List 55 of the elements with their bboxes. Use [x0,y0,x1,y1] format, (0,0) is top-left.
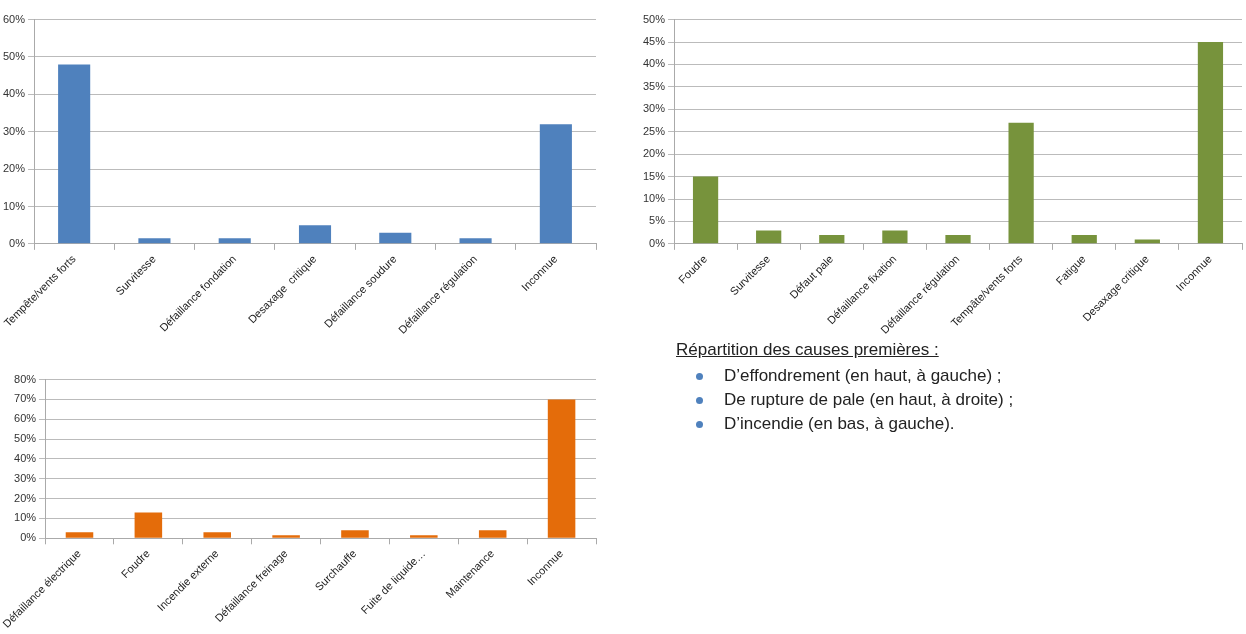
bar [58,64,91,244]
bar [478,530,507,538]
y-tick-label: 10% [14,511,37,524]
y-tick-label: 0% [649,236,666,249]
y-tick-label: 60% [14,412,37,425]
bar [134,512,163,538]
y-tick-label: 0% [9,236,26,249]
y-tick-label: 10% [642,192,666,205]
bar [138,238,171,244]
y-tick-label: 30% [2,124,26,137]
bar [272,535,300,538]
y-tick-label: 40% [14,451,37,464]
y-tick-label: 10% [2,199,26,212]
bar [1008,122,1034,244]
bar [756,230,782,244]
y-tick-label: 0% [20,531,37,544]
y-tick-label: 60% [2,12,26,25]
bar [459,238,492,244]
bar [819,234,845,244]
y-tick-label: 15% [642,169,666,182]
text: Répartition des causes premières : [676,340,940,360]
y-tick-label: 50% [14,432,37,445]
bar [203,532,231,538]
y-tick-label: 30% [642,102,666,115]
bar [341,530,369,538]
bar [1197,42,1224,244]
y-tick-label: 80% [14,372,37,385]
bar [218,238,251,244]
y-tick-label: 20% [14,491,37,504]
bar [539,124,572,244]
bar [882,230,908,244]
bar [65,532,94,538]
y-tick-label: 70% [14,392,37,405]
y-tick-label: 30% [14,471,37,484]
y-tick-label: 35% [642,79,666,92]
y-tick-label: 50% [642,12,666,25]
y-tick-label: 5% [649,214,666,227]
bar [1134,239,1160,244]
y-tick-label: 40% [2,87,26,100]
bar [1071,234,1097,244]
bar [945,234,971,244]
bar [379,232,412,244]
bar [547,399,576,538]
bar [410,535,438,538]
y-tick-label: 40% [642,57,666,70]
text: De rupture de pale (en haut, à droite) ; [724,390,1014,409]
text: D’effondrement (en haut, à gauche) ; [724,366,1002,385]
y-tick-label: 25% [642,124,666,137]
y-tick-label: 50% [2,50,26,63]
text: D’incendie (en bas, à gauche). [724,414,955,433]
y-tick-label: 20% [2,162,26,175]
bar [692,176,719,244]
y-tick-label: 45% [642,35,666,48]
bar [298,225,332,244]
y-tick-label: 20% [642,147,666,160]
